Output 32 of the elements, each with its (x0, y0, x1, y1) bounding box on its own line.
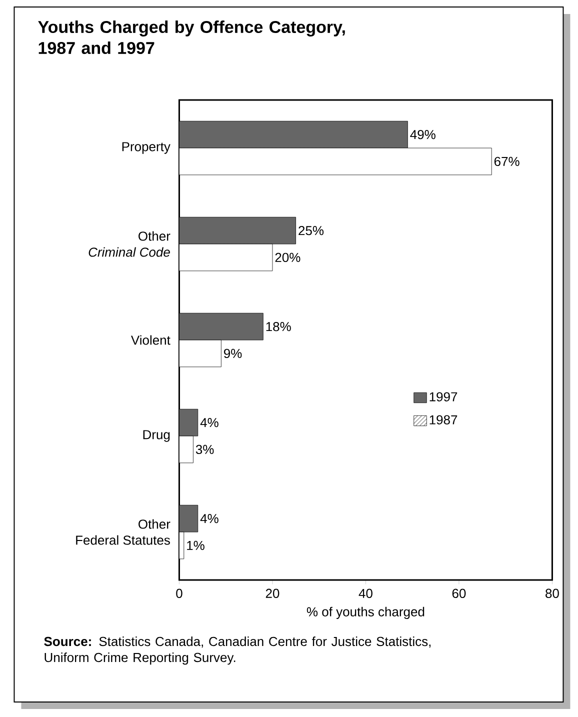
chart-title: Youths Charged by Offence Category, 1987 and 1997 (38, 20, 345, 54)
bar (179, 504, 198, 532)
bar (179, 532, 184, 560)
x-tick-label: 40 (358, 588, 372, 598)
data-label: 3% (196, 444, 214, 454)
data-label: 67% (494, 156, 520, 166)
data-label: 18% (266, 322, 291, 332)
text: 1987 (430, 415, 457, 424)
data-label: 49% (410, 130, 436, 140)
data-label: 25% (298, 226, 324, 236)
bar (179, 120, 408, 148)
y-tick-label: Other Federal Statutes (76, 519, 170, 545)
x-tick-label: 20 (266, 588, 280, 598)
bar (179, 244, 273, 272)
text: Source: Statistics Canada, Canadian Centre for Justice Statistics, Uniform Crime Reporting Survey. (44, 636, 430, 665)
y-tick-label: Drug (143, 430, 170, 442)
bar (179, 312, 264, 340)
x-axis-title: % of youths charged (306, 606, 424, 619)
data-label: 1% (186, 540, 204, 550)
y-tick-label: Other Criminal Code (88, 231, 170, 257)
data-label: 4% (200, 514, 218, 524)
data-label: 9% (224, 348, 242, 358)
legend-label: 1997 (430, 392, 457, 402)
y-tick-label: Violent (130, 335, 170, 345)
x-tick-label: 60 (452, 588, 466, 598)
data-label: 4% (200, 418, 218, 428)
data-label: 20% (275, 252, 300, 262)
bar (179, 216, 296, 244)
x-tick-label: 80 (545, 588, 559, 598)
bar (179, 340, 222, 368)
x-tick-label: 0 (176, 588, 182, 598)
y-tick-label: Property (122, 142, 170, 154)
